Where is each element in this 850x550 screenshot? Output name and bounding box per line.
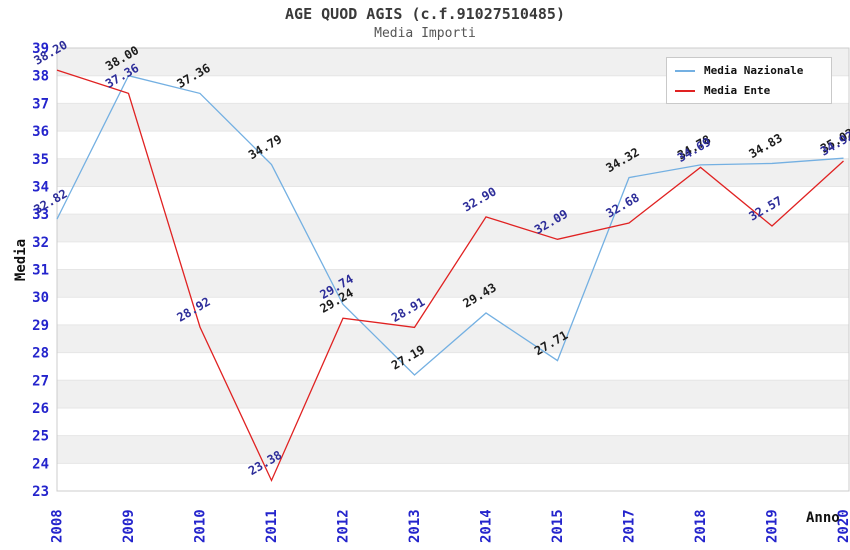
y-tick-label: 33 <box>32 207 49 223</box>
y-tick-label: 26 <box>32 401 49 417</box>
legend-label-media-nazionale: Media Nazionale <box>704 64 804 77</box>
plot-band <box>57 324 849 353</box>
media-nazionale-line-swatch <box>675 69 695 72</box>
y-tick-label: 32 <box>32 235 49 251</box>
data-label: 28.92 <box>175 295 213 325</box>
x-tick-label: 2009 <box>121 509 137 543</box>
x-tick-label: 2017 <box>622 509 638 543</box>
plot-band <box>57 103 849 132</box>
x-tick-label: 2013 <box>407 509 423 543</box>
data-label: 28.91 <box>389 295 427 325</box>
x-tick-label: 2015 <box>550 509 566 543</box>
y-tick-label: 38 <box>32 69 49 85</box>
plot-band <box>57 380 849 408</box>
x-tick-label: 2008 <box>50 509 66 543</box>
y-tick-label: 24 <box>32 456 49 472</box>
y-tick-label: 39 <box>32 41 49 57</box>
plot-band <box>57 435 849 464</box>
y-axis-label: Media <box>13 238 29 282</box>
data-label: 34.92 <box>818 128 850 158</box>
plot-band <box>57 269 849 298</box>
y-tick-label: 31 <box>32 263 49 279</box>
legend-label-media-ente: Media Ente <box>704 84 771 97</box>
y-tick-label: 25 <box>32 429 49 445</box>
plot-band <box>57 214 849 242</box>
y-tick-label: 27 <box>32 373 49 389</box>
x-tick-label: 2010 <box>193 509 209 543</box>
x-tick-label: 2018 <box>693 509 709 543</box>
y-tick-label: 29 <box>32 318 49 334</box>
plot-band <box>57 158 849 187</box>
series-line-media-ente <box>56 69 844 483</box>
x-axis-label: Anno <box>806 510 840 526</box>
chart-subtitle: Media Importi <box>374 26 476 41</box>
x-tick-label: 2019 <box>765 509 781 543</box>
x-tick-label: 2011 <box>264 509 280 543</box>
legend-item-media-nazionale: Media Nazionale <box>675 64 823 77</box>
series-line-media-nazionale <box>56 74 844 376</box>
legend-item-media-ente: Media Ente <box>675 84 823 97</box>
y-tick-label: 34 <box>32 179 49 195</box>
media-ente-line-swatch <box>675 89 695 92</box>
data-label: 34.83 <box>747 131 785 161</box>
y-tick-label: 23 <box>32 484 49 500</box>
x-tick-label: 2014 <box>479 509 495 543</box>
y-tick-label: 37 <box>32 96 49 112</box>
y-tick-label: 36 <box>32 124 49 140</box>
plot-border <box>56 47 850 492</box>
x-tick-label: 2012 <box>336 509 352 543</box>
data-label: 32.90 <box>461 184 499 214</box>
y-tick-label: 28 <box>32 346 49 362</box>
chart-title: AGE QUOD AGIS (c.f.91027510485) <box>285 5 565 23</box>
legend: Media Nazionale Media Ente <box>666 57 832 104</box>
y-tick-label: 30 <box>32 290 49 306</box>
x-tick-label: 2020 <box>836 509 850 543</box>
y-tick-label: 35 <box>32 152 49 168</box>
